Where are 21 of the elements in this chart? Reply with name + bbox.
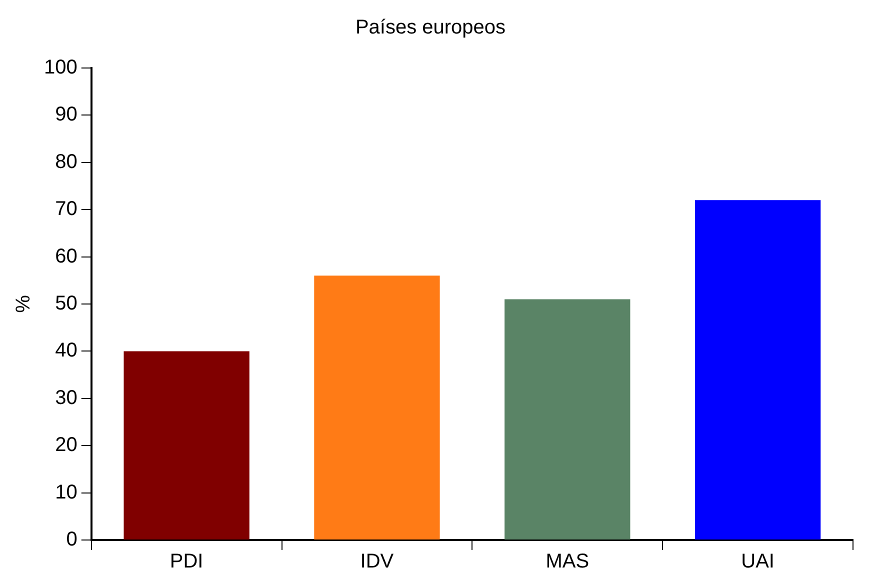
y-tick-label: 40: [55, 340, 78, 362]
y-tick-label: 90: [55, 104, 78, 126]
bar: [124, 351, 250, 540]
y-tick-label: 10: [55, 481, 78, 504]
y-tick-label: 0: [66, 528, 78, 551]
y-tick-label: 30: [55, 386, 78, 409]
y-tick-label: 80: [55, 150, 78, 173]
y-tick-label: 70: [55, 198, 78, 220]
y-axis-title: %: [12, 294, 35, 313]
y-tick-label: 60: [55, 245, 78, 268]
bar: [694, 200, 821, 540]
x-tick-label: UAI: [741, 550, 774, 573]
chart-title: Países europeos: [355, 16, 506, 39]
bar: [314, 276, 440, 540]
y-tick-label: 50: [55, 292, 78, 315]
bar: [504, 299, 630, 540]
y-tick-label: 100: [44, 56, 78, 79]
x-tick-label: IDV: [360, 550, 394, 573]
y-tick-label: 20: [55, 434, 78, 456]
x-tick-label: PDI: [170, 550, 204, 573]
x-tick-label: MAS: [546, 550, 590, 573]
